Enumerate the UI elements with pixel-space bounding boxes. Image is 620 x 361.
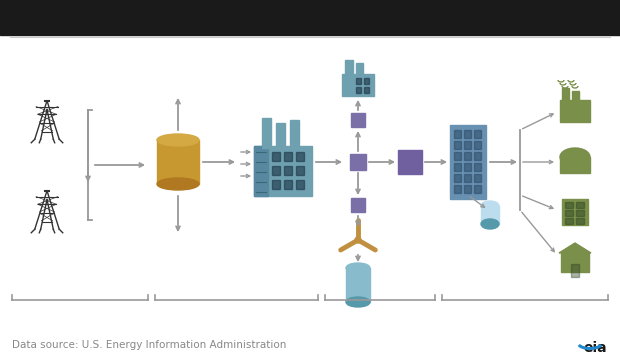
Bar bbox=[474, 152, 481, 160]
Bar bbox=[296, 166, 304, 175]
Bar bbox=[284, 152, 292, 161]
Bar bbox=[0, 0, 620, 35]
Bar bbox=[157, 140, 199, 184]
Bar bbox=[565, 202, 573, 208]
Bar bbox=[560, 157, 590, 173]
Bar bbox=[356, 87, 361, 93]
Bar bbox=[576, 218, 584, 224]
Bar bbox=[350, 154, 366, 170]
Ellipse shape bbox=[157, 134, 199, 146]
Bar bbox=[572, 91, 579, 102]
Text: Data source: U.S. Energy Information Administration: Data source: U.S. Energy Information Adm… bbox=[12, 340, 286, 350]
Bar bbox=[356, 78, 361, 84]
Bar bbox=[464, 130, 471, 138]
Bar bbox=[254, 146, 268, 196]
Bar bbox=[254, 146, 312, 196]
Bar bbox=[364, 78, 369, 84]
Bar bbox=[454, 163, 461, 171]
Bar bbox=[351, 113, 365, 127]
Bar bbox=[296, 180, 304, 189]
Bar bbox=[562, 199, 588, 225]
Bar bbox=[272, 180, 280, 189]
Ellipse shape bbox=[481, 201, 499, 211]
Bar bbox=[571, 264, 579, 277]
Bar bbox=[481, 206, 499, 224]
Bar bbox=[454, 130, 461, 138]
Ellipse shape bbox=[346, 263, 370, 273]
Bar bbox=[576, 202, 584, 208]
Bar bbox=[356, 63, 363, 76]
Bar bbox=[454, 141, 461, 149]
Bar bbox=[351, 198, 365, 212]
Bar bbox=[464, 174, 471, 182]
Bar bbox=[345, 60, 353, 76]
Text: eia: eia bbox=[583, 341, 607, 355]
Bar bbox=[464, 141, 471, 149]
Bar bbox=[296, 152, 304, 161]
Ellipse shape bbox=[346, 297, 370, 307]
Bar bbox=[560, 100, 590, 122]
Bar bbox=[565, 210, 573, 216]
Bar bbox=[474, 141, 481, 149]
Bar bbox=[276, 123, 285, 147]
Bar bbox=[398, 150, 422, 174]
Bar bbox=[474, 163, 481, 171]
Bar bbox=[474, 130, 481, 138]
Bar bbox=[561, 253, 589, 272]
Bar bbox=[454, 152, 461, 160]
Bar bbox=[562, 88, 569, 102]
Bar bbox=[464, 152, 471, 160]
Bar bbox=[474, 185, 481, 193]
Ellipse shape bbox=[560, 148, 590, 166]
Bar bbox=[474, 174, 481, 182]
Bar bbox=[464, 163, 471, 171]
Bar bbox=[272, 152, 280, 161]
Ellipse shape bbox=[481, 219, 499, 229]
Bar bbox=[464, 185, 471, 193]
Circle shape bbox=[355, 237, 361, 243]
Bar bbox=[565, 218, 573, 224]
Bar bbox=[346, 268, 370, 302]
Polygon shape bbox=[559, 243, 591, 253]
Bar bbox=[454, 174, 461, 182]
Bar bbox=[290, 120, 299, 147]
Ellipse shape bbox=[157, 178, 199, 190]
Bar bbox=[262, 118, 271, 148]
Bar bbox=[450, 125, 486, 199]
Bar bbox=[454, 185, 461, 193]
Bar bbox=[364, 87, 369, 93]
Bar bbox=[576, 210, 584, 216]
Bar bbox=[284, 166, 292, 175]
Bar bbox=[272, 166, 280, 175]
Bar bbox=[342, 74, 374, 96]
Bar bbox=[284, 180, 292, 189]
